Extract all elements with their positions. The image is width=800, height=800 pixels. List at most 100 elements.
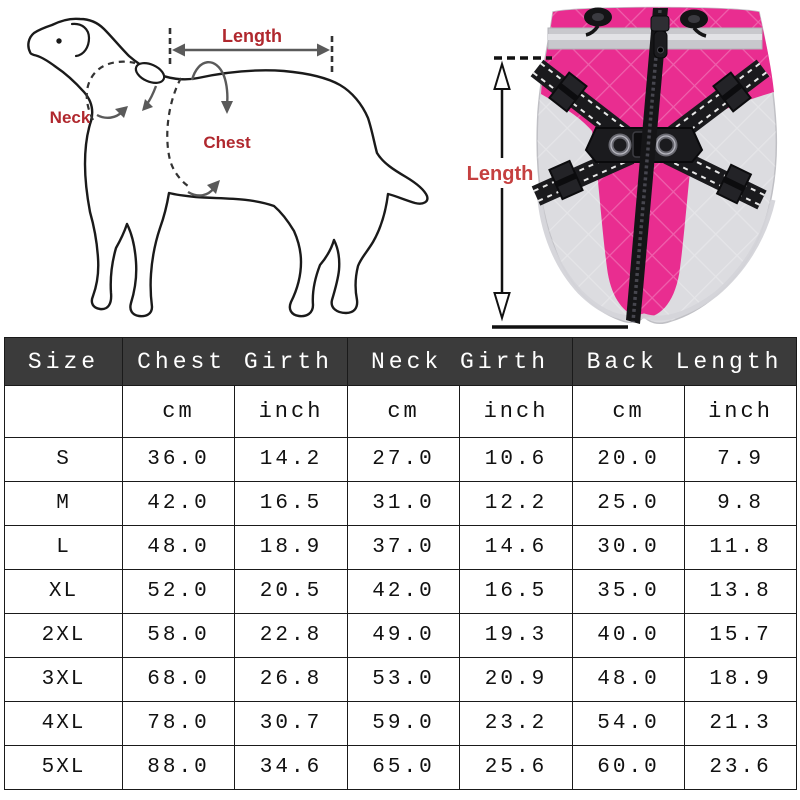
length-label: Length <box>222 26 282 46</box>
table-row: L 48.0 18.9 37.0 14.6 30.0 11.8 <box>4 525 798 570</box>
value-cell: 9.8 <box>684 481 798 526</box>
unit-cell: cm <box>347 385 461 438</box>
table-row: XL 52.0 20.5 42.0 16.5 35.0 13.8 <box>4 569 798 614</box>
value-cell: 37.0 <box>347 525 461 570</box>
value-cell: 14.6 <box>459 525 574 570</box>
collar-toggles <box>584 7 708 38</box>
size-cell: M <box>4 481 123 526</box>
neck-dashed-ellipse <box>85 60 136 121</box>
value-cell: 22.8 <box>233 613 349 658</box>
value-cell: 54.0 <box>572 701 686 746</box>
value-cell: 15.7 <box>684 613 798 658</box>
size-cell: 4XL <box>4 701 123 746</box>
value-cell: 40.0 <box>572 613 686 658</box>
value-cell: 88.0 <box>122 745 235 790</box>
size-cell: S <box>4 437 123 482</box>
size-cell: 2XL <box>4 613 123 658</box>
value-cell: 42.0 <box>122 481 235 526</box>
value-cell: 23.2 <box>459 701 574 746</box>
value-cell: 49.0 <box>347 613 461 658</box>
value-cell: 25.6 <box>459 745 574 790</box>
unit-cell: cm <box>122 385 235 438</box>
value-cell: 68.0 <box>122 657 235 702</box>
value-cell: 27.0 <box>347 437 461 482</box>
size-cell: 5XL <box>4 745 123 790</box>
table-row: 5XL 88.0 34.6 65.0 25.6 60.0 23.6 <box>4 745 798 790</box>
value-cell: 11.8 <box>684 525 798 570</box>
vest-length-label: Length <box>467 163 534 185</box>
zipper-pull <box>653 30 668 59</box>
neck-label: Neck <box>50 108 91 127</box>
strap-buckles <box>548 71 753 205</box>
zipper-slider <box>650 15 670 32</box>
value-cell: 58.0 <box>122 613 235 658</box>
value-cell: 25.0 <box>572 481 686 526</box>
dog-ear <box>70 22 91 58</box>
zipper <box>626 8 670 324</box>
col-chest-girth: Chest Girth <box>121 337 349 386</box>
value-cell: 23.6 <box>684 745 798 790</box>
dog-outline <box>27 17 429 318</box>
chest-label: Chest <box>203 133 251 152</box>
value-cell: 48.0 <box>122 525 235 570</box>
value-cell: 36.0 <box>122 437 235 482</box>
table-header-row: Size Chest Girth Neck Girth Back Length <box>4 337 798 386</box>
value-cell: 20.0 <box>572 437 686 482</box>
value-cell: 30.7 <box>233 701 349 746</box>
unit-empty <box>4 385 123 438</box>
value-cell: 59.0 <box>347 701 461 746</box>
value-cell: 34.6 <box>233 745 349 790</box>
table-row: 4XL 78.0 30.7 59.0 23.2 54.0 21.3 <box>4 701 798 746</box>
value-cell: 35.0 <box>572 569 686 614</box>
size-cell: 3XL <box>4 657 123 702</box>
table-row: M 42.0 16.5 31.0 12.2 25.0 9.8 <box>4 481 798 526</box>
table-row: 2XL 58.0 22.8 49.0 19.3 40.0 15.7 <box>4 613 798 658</box>
col-size: Size <box>4 337 123 386</box>
value-cell: 21.3 <box>684 701 798 746</box>
neck-loop <box>134 62 166 84</box>
unit-cell: inch <box>684 385 798 438</box>
length-measure <box>168 28 334 74</box>
value-cell: 65.0 <box>347 745 461 790</box>
value-cell: 31.0 <box>347 481 461 526</box>
value-cell: 18.9 <box>684 657 798 702</box>
size-cell: L <box>4 525 123 570</box>
table-row: S 36.0 14.2 27.0 10.6 20.0 7.9 <box>4 437 798 482</box>
chest-dashed-ellipse <box>166 77 192 189</box>
length-annotation: Length <box>467 56 628 329</box>
value-cell: 52.0 <box>122 569 235 614</box>
value-cell: 7.9 <box>684 437 798 482</box>
value-cell: 30.0 <box>572 525 686 570</box>
value-cell: 53.0 <box>347 657 461 702</box>
value-cell: 20.9 <box>459 657 574 702</box>
value-cell: 18.9 <box>233 525 349 570</box>
table-units-row: cm inch cm inch cm inch <box>4 385 798 438</box>
size-table: Size Chest Girth Neck Girth Back Length … <box>4 337 798 790</box>
dog-eye <box>56 38 62 44</box>
table-row: 3XL 68.0 26.8 53.0 20.9 48.0 18.9 <box>4 657 798 702</box>
value-cell: 10.6 <box>459 437 574 482</box>
value-cell: 78.0 <box>122 701 235 746</box>
unit-cell: inch <box>233 385 349 438</box>
value-cell: 16.5 <box>459 569 574 614</box>
measure-arrows <box>96 61 233 197</box>
value-cell: 48.0 <box>572 657 686 702</box>
size-cell: XL <box>4 569 123 614</box>
col-neck-girth: Neck Girth <box>347 337 574 386</box>
dog-measurement-diagram: Length Neck Chest <box>27 17 429 318</box>
value-cell: 26.8 <box>233 657 349 702</box>
value-cell: 20.5 <box>233 569 349 614</box>
value-cell: 12.2 <box>459 481 574 526</box>
value-cell: 13.8 <box>684 569 798 614</box>
value-cell: 16.5 <box>233 481 349 526</box>
bottom-piping <box>536 184 776 321</box>
col-back-length: Back Length <box>572 337 798 386</box>
value-cell: 14.2 <box>233 437 349 482</box>
value-cell: 42.0 <box>347 569 461 614</box>
unit-cell: inch <box>459 385 574 438</box>
value-cell: 60.0 <box>572 745 686 790</box>
unit-cell: cm <box>572 385 686 438</box>
vest-product-photo: Length <box>467 6 778 329</box>
value-cell: 19.3 <box>459 613 574 658</box>
